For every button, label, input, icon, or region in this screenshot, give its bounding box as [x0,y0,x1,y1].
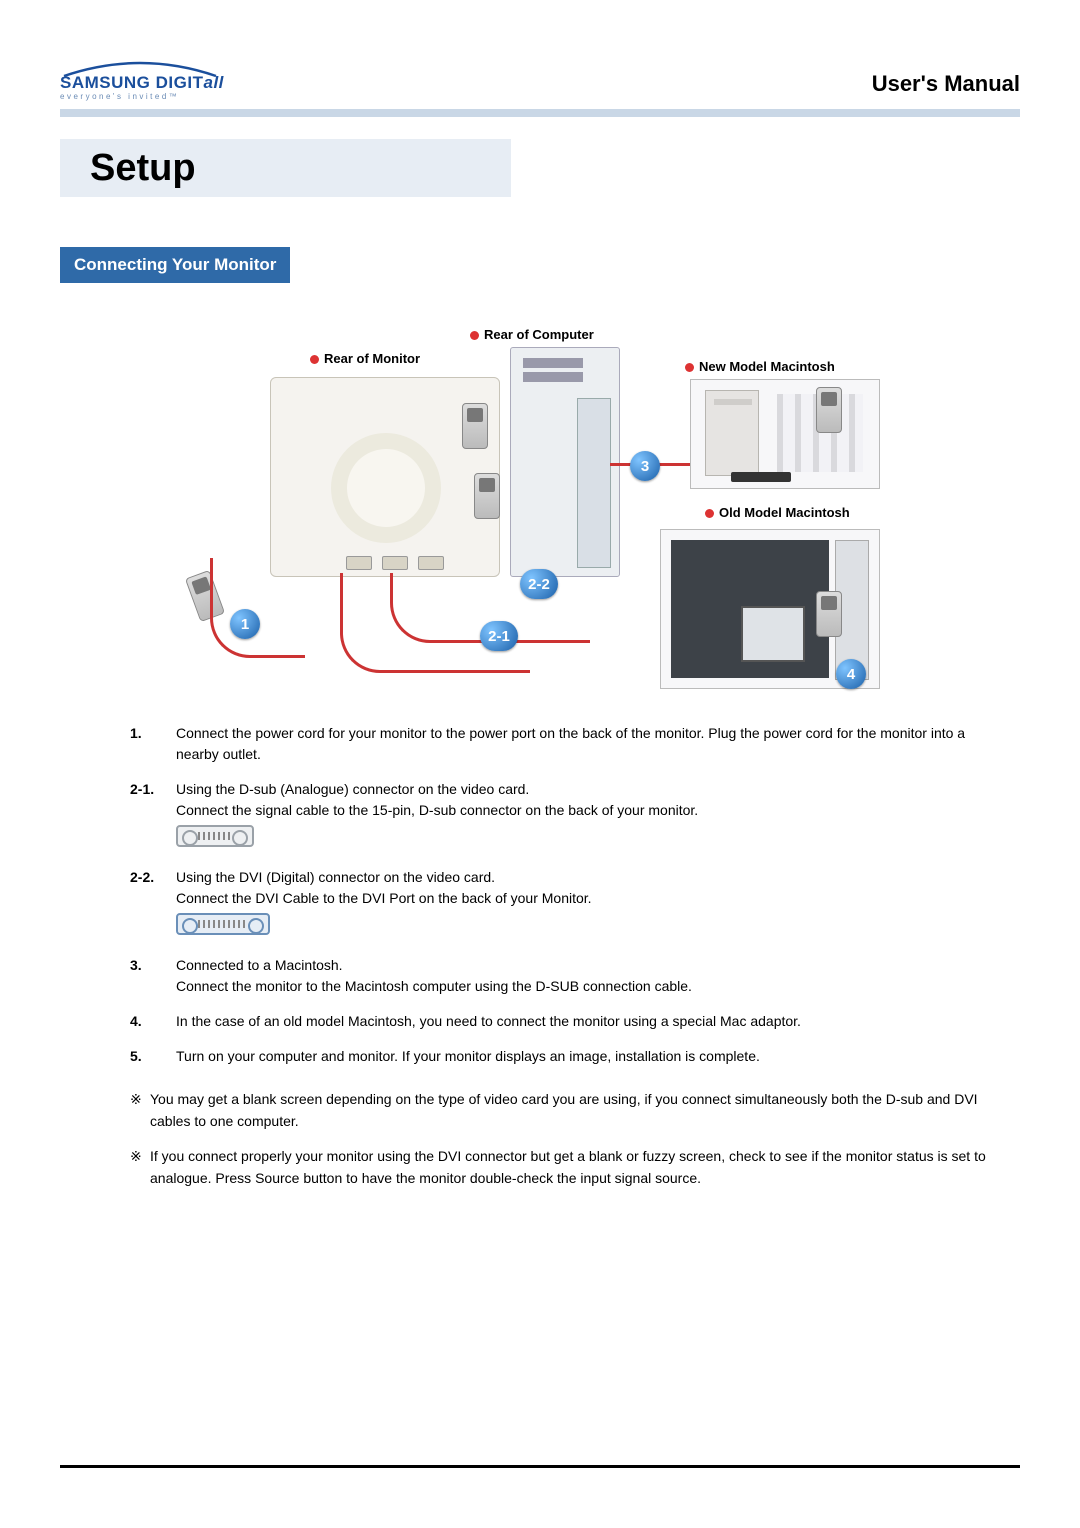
cable-line [210,558,305,658]
setup-title-band: Setup [60,139,1020,197]
note-item: ※ You may get a blank screen depending o… [130,1089,990,1132]
bullet-icon [685,363,694,372]
page-header: SAMSUNG DIGITall everyone's invited™ Use… [60,60,1020,101]
setup-title: Setup [60,147,196,190]
diagram-badge-2-1: 2-1 [480,621,518,651]
instruction-list: 1. Connect the power cord for your monit… [130,723,990,1067]
new-mac-graphic [690,379,880,489]
bullet-icon [310,355,319,364]
note-marker: ※ [130,1089,150,1132]
bullet-icon [470,331,479,340]
diagram-badge-2-2: 2-2 [520,569,558,599]
instruction-item: 4. In the case of an old model Macintosh… [130,1011,990,1032]
instruction-number: 3. [130,955,176,997]
note-item: ※ If you connect properly your monitor u… [130,1146,990,1189]
instruction-item: 5. Turn on your computer and monitor. If… [130,1046,990,1067]
section-heading: Connecting Your Monitor [60,247,290,283]
instruction-number: 2-2. [130,867,176,941]
instruction-text: Connect the power cord for your monitor … [176,723,990,765]
computer-rear-graphic [510,347,620,577]
dvi-connector-icon [176,913,270,935]
dsub-connector-icon [176,825,254,847]
instruction-number: 5. [130,1046,176,1067]
connection-diagram: Rear of Computer Rear of Monitor New Mod… [60,323,1020,703]
instruction-number: 2-1. [130,779,176,853]
note-text: If you connect properly your monitor usi… [150,1146,990,1189]
logo-word-samsung: SAMSUNG [60,73,150,92]
logo-text: SAMSUNG DIGITall [60,74,224,91]
header-divider-bar [60,109,1020,117]
diagram-badge-4: 4 [836,659,866,689]
instruction-item: 2-1. Using the D-sub (Analogue) connecto… [130,779,990,853]
note-marker: ※ [130,1146,150,1189]
instruction-item: 3. Connected to a Macintosh. Connect the… [130,955,990,997]
diagram-label-old-mac: Old Model Macintosh [705,505,850,520]
instruction-item: 1. Connect the power cord for your monit… [130,723,990,765]
logo-tagline: everyone's invited™ [60,93,224,101]
instruction-text: Turn on your computer and monitor. If yo… [176,1046,990,1067]
diagram-badge-3: 3 [630,451,660,481]
connector-plug-icon [816,591,842,637]
connector-plug-icon [474,473,500,519]
diagram-label-new-mac: New Model Macintosh [685,359,835,374]
brand-logo: SAMSUNG DIGITall everyone's invited™ [60,60,224,101]
manual-title: User's Manual [872,71,1020,101]
connector-plug-icon [816,387,842,433]
diagram-badge-1: 1 [230,609,260,639]
bullet-icon [705,509,714,518]
instruction-item: 2-2. Using the DVI (Digital) connector o… [130,867,990,941]
instruction-text: Using the D-sub (Analogue) connector on … [176,781,698,818]
note-text: You may get a blank screen depending on … [150,1089,990,1132]
diagram-label-rear-monitor: Rear of Monitor [310,351,420,366]
instruction-number: 4. [130,1011,176,1032]
instruction-text: Using the DVI (Digital) connector on the… [176,869,592,906]
instruction-text: Connected to a Macintosh. Connect the mo… [176,955,990,997]
diagram-label-rear-computer: Rear of Computer [470,327,594,342]
logo-word-all: all [203,73,223,92]
logo-word-digit: DIGIT [156,73,204,92]
instruction-number: 1. [130,723,176,765]
connector-plug-icon [462,403,488,449]
instruction-text: In the case of an old model Macintosh, y… [176,1011,990,1032]
footer-rule [60,1465,1020,1468]
notes-block: ※ You may get a blank screen depending o… [130,1089,990,1190]
